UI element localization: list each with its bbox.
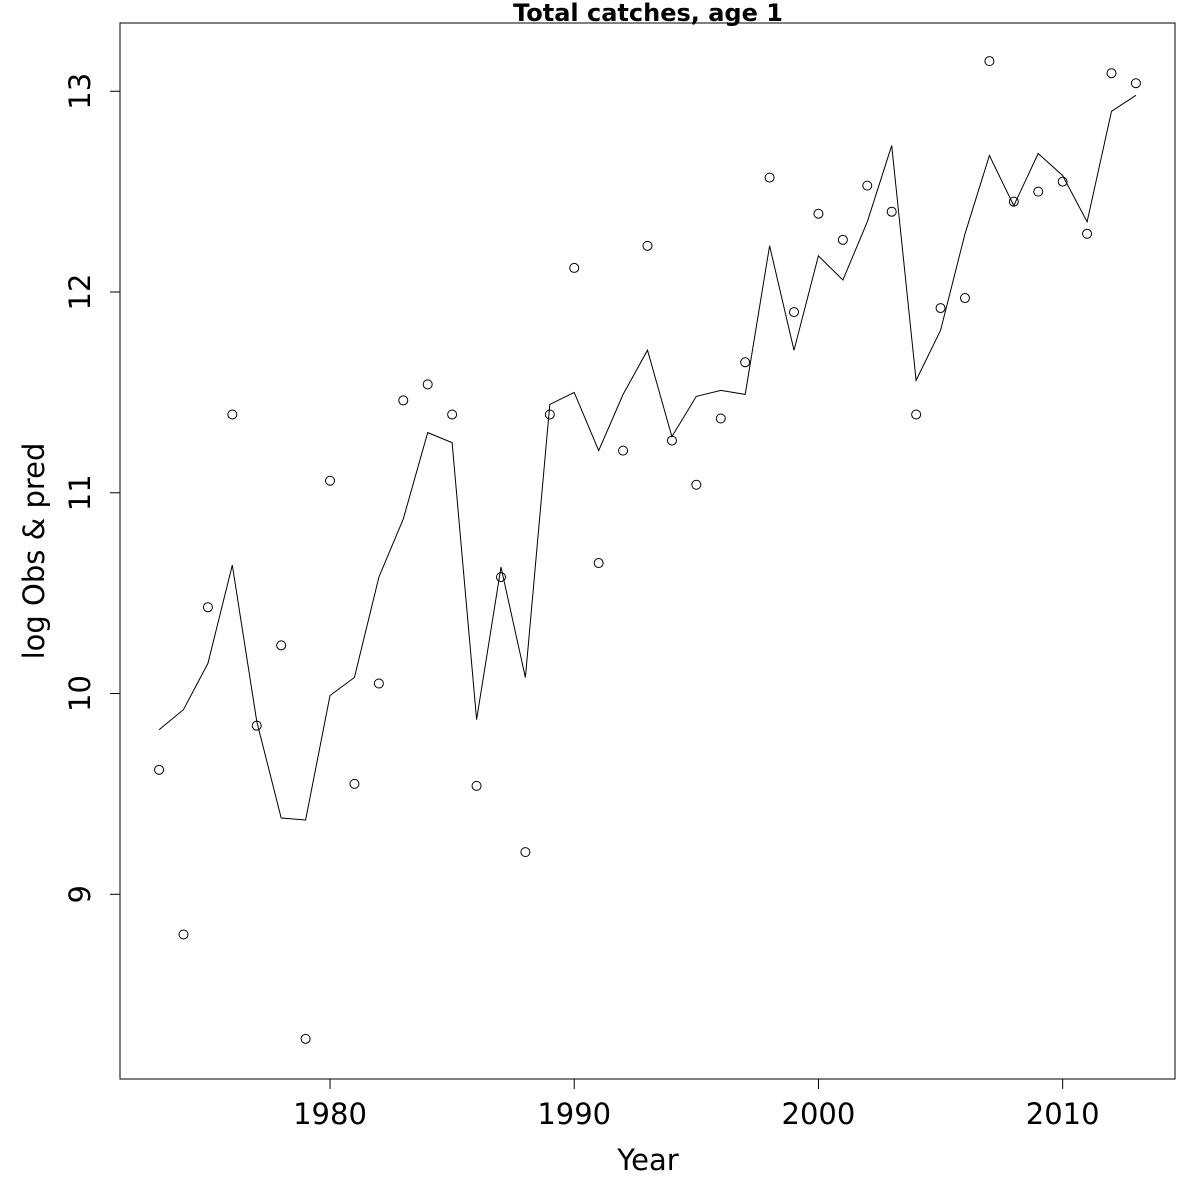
observed-point xyxy=(178,929,189,940)
observed-point xyxy=(398,395,409,406)
observed-point xyxy=(886,206,897,217)
observed-point xyxy=(154,764,165,775)
observed-point xyxy=(862,180,873,191)
x-axis-label: Year xyxy=(616,1143,678,1177)
series-points-group xyxy=(154,56,1141,1044)
observed-point xyxy=(666,435,677,446)
observed-point xyxy=(495,572,506,583)
y-tick-label: 11 xyxy=(63,474,97,511)
observed-point xyxy=(422,379,433,390)
observed-point xyxy=(715,413,726,424)
observed-point xyxy=(1106,68,1117,79)
observed-point xyxy=(447,409,458,420)
observed-point xyxy=(764,172,775,183)
series-line-group xyxy=(158,94,1137,821)
observed-point xyxy=(1033,186,1044,197)
observed-point xyxy=(740,357,751,368)
observed-point xyxy=(618,445,629,456)
x-axis: 1980 1990 2000 2010 xyxy=(293,1078,1100,1131)
observed-point xyxy=(300,1033,311,1044)
y-axis: 9 10 11 12 13 xyxy=(63,73,121,904)
chart-title: Total catches, age 1 xyxy=(513,0,783,27)
observed-point xyxy=(1082,228,1093,239)
observed-point xyxy=(471,780,482,791)
observed-point xyxy=(984,56,995,67)
observed-point xyxy=(569,262,580,273)
observed-point xyxy=(789,307,800,318)
observed-point xyxy=(642,240,653,251)
observed-point xyxy=(837,234,848,245)
observed-point xyxy=(227,409,238,420)
x-tick-label: 2010 xyxy=(1026,1097,1100,1131)
observed-point xyxy=(593,558,604,569)
predicted-line xyxy=(158,94,1137,821)
observed-point xyxy=(276,640,287,651)
observed-point xyxy=(373,678,384,689)
y-tick-label: 13 xyxy=(63,73,97,110)
observed-point xyxy=(691,479,702,490)
observed-point xyxy=(911,409,922,420)
x-tick-label: 2000 xyxy=(782,1097,856,1131)
observed-point xyxy=(520,847,531,858)
observed-point xyxy=(959,293,970,304)
x-tick-label: 1990 xyxy=(537,1097,611,1131)
observed-point xyxy=(1057,176,1068,187)
observed-point xyxy=(325,475,336,486)
observed-point xyxy=(935,303,946,314)
observed-point xyxy=(1130,78,1141,89)
y-tick-label: 9 xyxy=(63,885,97,903)
x-tick-label: 1980 xyxy=(293,1097,367,1131)
plot-frame xyxy=(119,22,1176,1080)
observed-point xyxy=(251,720,262,731)
observed-point xyxy=(202,602,213,613)
y-tick-label: 10 xyxy=(63,675,97,712)
y-tick-label: 12 xyxy=(63,274,97,311)
observed-point xyxy=(813,208,824,219)
observed-point xyxy=(349,778,360,789)
y-axis-label: log Obs & pred xyxy=(17,443,51,660)
observed-point xyxy=(544,409,555,420)
observed-point xyxy=(1008,196,1019,207)
